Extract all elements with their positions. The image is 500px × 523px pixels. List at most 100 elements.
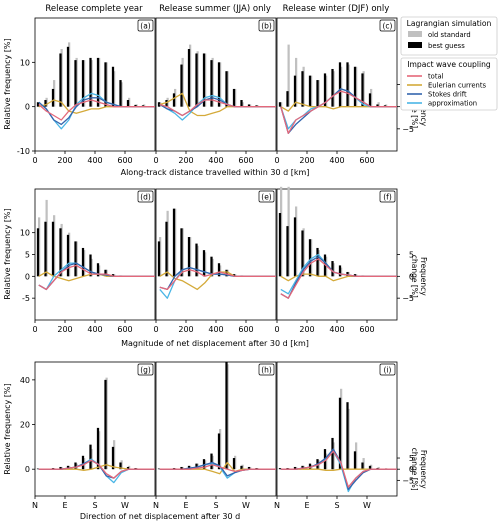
legend-swatch-best-guess (408, 42, 422, 48)
x-tick-label: S (92, 501, 97, 510)
bars-group (278, 44, 388, 107)
bar-best-guess (316, 247, 319, 277)
y-tick-label: 40 (20, 376, 30, 385)
line-total (38, 264, 155, 291)
y-tick-label: 10 (20, 229, 30, 238)
y-tick-label: 0 (25, 103, 30, 112)
bars-group (157, 362, 274, 470)
ylabel-left-row-3: Relative frequency [%] (3, 383, 12, 474)
ylabel-left-row-1: Relative frequency [%] (3, 38, 12, 129)
ylabel-left-row-2: Relative frequency [%] (3, 208, 12, 299)
bar-best-guess (217, 433, 221, 470)
bars-group (36, 377, 153, 470)
bars-group (36, 42, 146, 107)
panel-label-box (137, 363, 154, 376)
bar-best-guess (353, 66, 357, 107)
bar-best-guess (187, 465, 191, 470)
bar-best-guess (331, 68, 334, 107)
bar-best-guess (104, 269, 107, 277)
x-tick-label: 0 (153, 156, 158, 165)
x-tick-label: 200 (299, 156, 314, 165)
xlabel-row-2: Magnitude of net displacement after 30 d… (121, 339, 309, 348)
line-total (159, 99, 276, 117)
x-tick-label: 600 (238, 156, 253, 165)
bar-best-guess (286, 226, 289, 277)
bar-best-guess (346, 62, 349, 107)
x-tick-label: 200 (178, 325, 193, 334)
x-tick-label: W (363, 501, 371, 510)
bar-best-guess (36, 228, 40, 277)
bar-best-guess (134, 104, 137, 107)
bar-best-guess (51, 88, 55, 107)
bar-best-guess (187, 49, 191, 107)
line-total (280, 90, 397, 134)
bar-best-guess (232, 458, 236, 470)
x-tick-label: 600 (359, 325, 374, 334)
bar-best-guess (308, 463, 312, 470)
x-tick-label: S (213, 501, 218, 510)
bar-best-guess (293, 466, 297, 470)
bar-best-guess (59, 53, 62, 107)
bar-best-guess (346, 402, 349, 470)
bar-best-guess (346, 271, 349, 277)
x-tick-label: 200 (57, 325, 72, 334)
legend-label-stokes: Stokes drift (428, 91, 467, 99)
x-tick-label: 600 (359, 156, 374, 165)
bar-best-guess (338, 62, 342, 107)
bar-best-guess (111, 274, 115, 277)
bar-best-guess (361, 73, 364, 107)
bar-best-guess (255, 105, 258, 107)
x-tick-label: 600 (117, 156, 132, 165)
bars-group (157, 208, 244, 277)
panel-h: (h) N E S W (153, 361, 277, 510)
bar-best-guess (119, 462, 122, 470)
x-tick-label: 0 (274, 156, 279, 165)
line-total (38, 459, 155, 479)
xlabel-row-3: Direction of net displacement after 30 d (80, 512, 240, 521)
x-tick-label: 400 (87, 325, 102, 334)
bar-best-guess (202, 250, 206, 277)
bar-best-guess (225, 71, 228, 107)
bar-best-guess (217, 62, 221, 107)
x-tick-label: E (304, 501, 309, 510)
bar-best-guess (74, 241, 77, 277)
bar-best-guess (96, 263, 100, 277)
panel-label-box (258, 363, 275, 376)
legend-label-old-standard: old standard (428, 31, 471, 39)
panel-label-box (258, 19, 275, 32)
bar-best-guess (195, 53, 198, 107)
column-title-3: Release winter (DJF) only (283, 4, 390, 14)
x-tick-label: W (121, 501, 129, 510)
legend-label-best-guess: best guess (428, 42, 465, 50)
bars-group (36, 199, 123, 277)
legend-box-1 (400, 16, 498, 56)
line-total (280, 258, 397, 299)
right-y-tick-label: 0 (409, 465, 414, 474)
bar-best-guess (316, 80, 319, 107)
bar-best-guess (104, 62, 107, 107)
line-total (159, 464, 276, 473)
panel-frame (34, 361, 156, 497)
legend-title-impact: Impact wave coupling (407, 60, 491, 69)
bars-group (157, 44, 259, 107)
xlabel-row-1: Along-track distance travelled within 30… (121, 168, 310, 177)
right-y-tick-label: 5 (409, 251, 414, 260)
bar-best-guess (165, 100, 168, 107)
bar-best-guess (89, 444, 92, 470)
panel-label: (d) (140, 193, 151, 202)
y-tick-label: 5 (25, 251, 30, 260)
bar-best-guess (210, 60, 213, 107)
right-y-tick-label: 0 (409, 272, 414, 281)
bar-best-guess (225, 362, 228, 470)
bar-best-guess (331, 437, 334, 470)
bar-best-guess (376, 104, 379, 107)
x-tick-label: N (274, 501, 280, 510)
x-tick-label: 200 (57, 156, 72, 165)
x-tick-label: 600 (238, 325, 253, 334)
right-y-tick-label: −5 (402, 125, 414, 134)
line-total (38, 99, 155, 121)
bar-best-guess (81, 455, 85, 470)
bar-best-guess (119, 80, 122, 107)
